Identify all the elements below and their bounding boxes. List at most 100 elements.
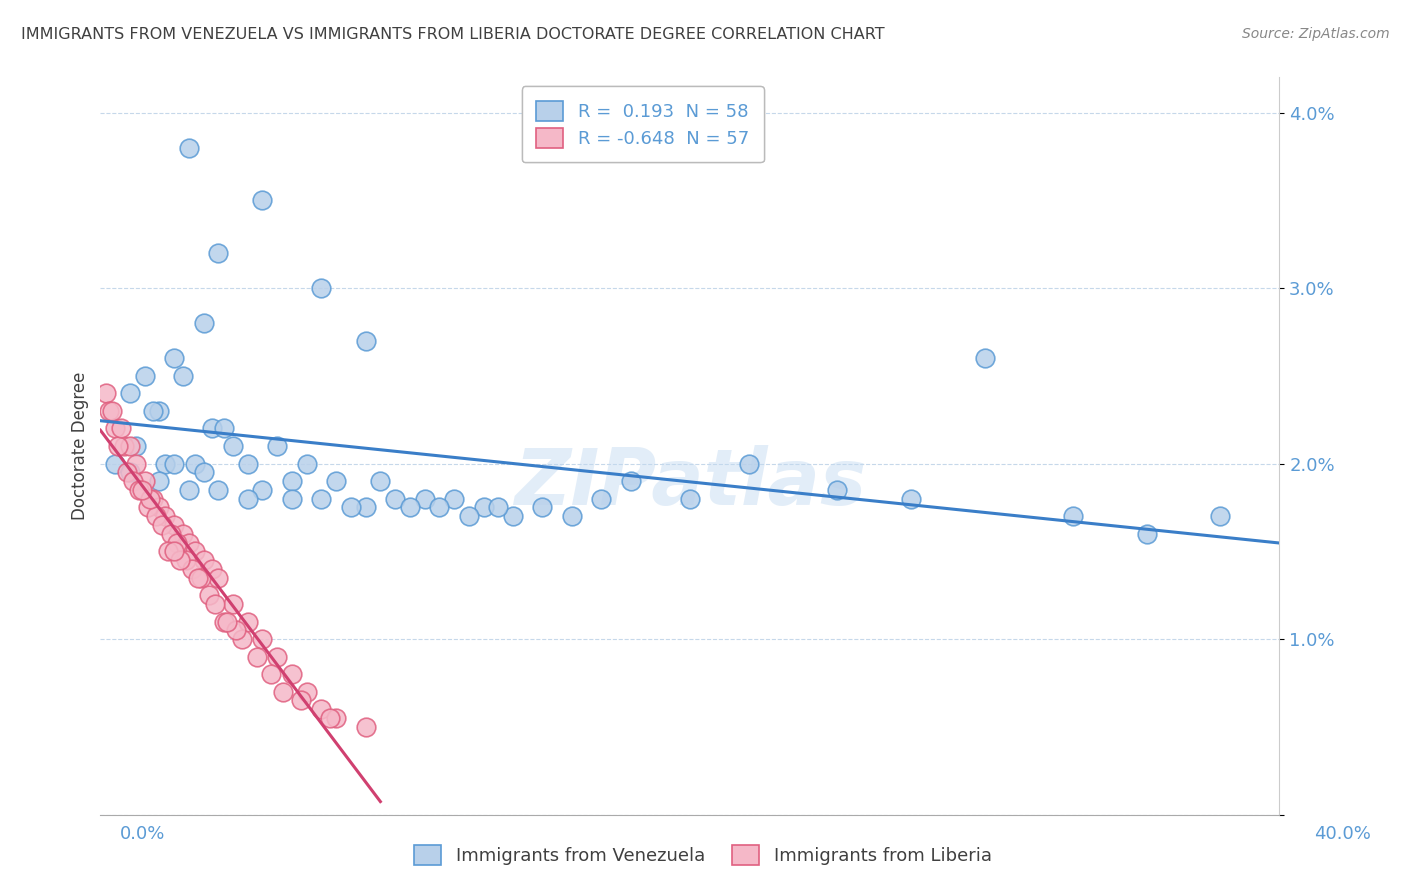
Point [825, 483, 848, 497]
Text: 40.0%: 40.0% [1315, 825, 1371, 843]
Point [169, 553, 191, 567]
Point [198, 588, 221, 602]
Point [252, 483, 274, 497]
Point [172, 368, 194, 383]
Point [325, 711, 347, 725]
Point [561, 509, 583, 524]
Point [118, 439, 141, 453]
Point [142, 404, 165, 418]
Point [311, 281, 333, 295]
Point [112, 439, 135, 453]
Point [486, 500, 509, 515]
Point [311, 702, 333, 716]
Point [139, 491, 162, 506]
Point [163, 518, 186, 533]
Point [160, 526, 183, 541]
Point [174, 553, 197, 567]
Point [354, 720, 377, 734]
Point [134, 474, 156, 488]
Point [136, 500, 159, 515]
Point [266, 439, 288, 453]
Point [118, 386, 141, 401]
Point [157, 544, 180, 558]
Point [738, 457, 761, 471]
Point [973, 351, 995, 366]
Point [148, 474, 170, 488]
Point [163, 544, 186, 558]
Point [201, 562, 224, 576]
Point [340, 500, 363, 515]
Point [204, 597, 226, 611]
Point [212, 615, 235, 629]
Point [679, 491, 702, 506]
Point [177, 141, 200, 155]
Point [370, 474, 392, 488]
Point [443, 491, 465, 506]
Point [177, 483, 200, 497]
Point [236, 457, 259, 471]
Point [96, 386, 118, 401]
Point [1062, 509, 1084, 524]
Point [183, 457, 205, 471]
Point [125, 457, 148, 471]
Point [502, 509, 524, 524]
Point [131, 483, 153, 497]
Point [104, 421, 127, 435]
Point [104, 457, 127, 471]
Point [252, 194, 274, 208]
Point [212, 421, 235, 435]
Point [134, 368, 156, 383]
Point [145, 509, 167, 524]
Point [290, 693, 312, 707]
Point [107, 439, 129, 453]
Point [207, 246, 229, 260]
Point [101, 404, 124, 418]
Point [427, 500, 450, 515]
Point [187, 571, 209, 585]
Point [177, 535, 200, 549]
Text: IMMIGRANTS FROM VENEZUELA VS IMMIGRANTS FROM LIBERIA DOCTORATE DEGREE CORRELATIO: IMMIGRANTS FROM VENEZUELA VS IMMIGRANTS … [21, 27, 884, 42]
Text: 0.0%: 0.0% [120, 825, 165, 843]
Point [260, 667, 283, 681]
Point [295, 457, 318, 471]
Point [193, 553, 215, 567]
Point [150, 518, 173, 533]
Point [172, 526, 194, 541]
Point [207, 571, 229, 585]
Point [115, 466, 138, 480]
Point [148, 500, 170, 515]
Point [163, 457, 186, 471]
Point [225, 624, 247, 638]
Point [98, 404, 121, 418]
Point [128, 483, 150, 497]
Point [319, 711, 342, 725]
Point [231, 632, 253, 646]
Point [153, 457, 176, 471]
Point [354, 334, 377, 348]
Point [252, 632, 274, 646]
Point [399, 500, 422, 515]
Point [620, 474, 643, 488]
Point [295, 684, 318, 698]
Point [183, 544, 205, 558]
Point [236, 491, 259, 506]
Point [457, 509, 479, 524]
Point [193, 466, 215, 480]
Point [153, 509, 176, 524]
Point [1209, 509, 1232, 524]
Point [207, 483, 229, 497]
Point [163, 351, 186, 366]
Point [125, 439, 148, 453]
Y-axis label: Doctorate Degree: Doctorate Degree [72, 372, 89, 520]
Point [472, 500, 495, 515]
Text: ZIPatlas: ZIPatlas [513, 445, 866, 521]
Legend: R =  0.193  N = 58, R = -0.648  N = 57: R = 0.193 N = 58, R = -0.648 N = 57 [522, 87, 763, 162]
Point [245, 649, 267, 664]
Point [190, 571, 212, 585]
Point [222, 597, 245, 611]
Point [900, 491, 922, 506]
Point [180, 562, 202, 576]
Point [271, 684, 294, 698]
Point [281, 667, 304, 681]
Point [110, 421, 132, 435]
